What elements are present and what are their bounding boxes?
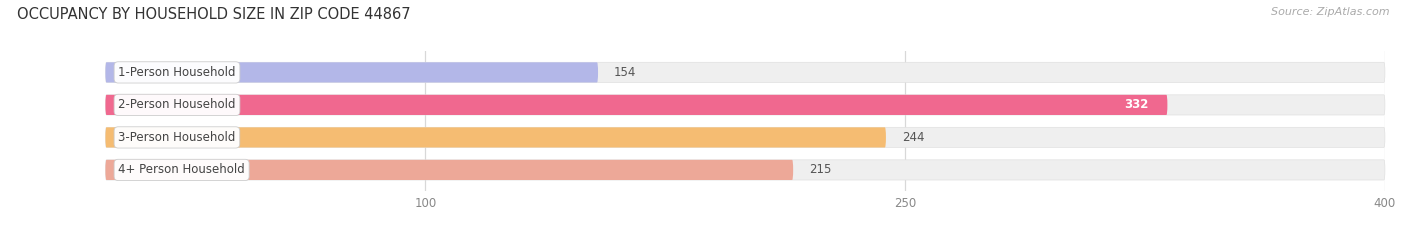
FancyBboxPatch shape	[105, 95, 1167, 115]
Text: 332: 332	[1123, 98, 1149, 111]
Text: Source: ZipAtlas.com: Source: ZipAtlas.com	[1271, 7, 1389, 17]
FancyBboxPatch shape	[105, 95, 1385, 115]
Text: 3-Person Household: 3-Person Household	[118, 131, 236, 144]
Text: 244: 244	[901, 131, 924, 144]
Text: 4+ Person Household: 4+ Person Household	[118, 163, 245, 176]
Text: 1-Person Household: 1-Person Household	[118, 66, 236, 79]
Text: 154: 154	[614, 66, 637, 79]
Text: OCCUPANCY BY HOUSEHOLD SIZE IN ZIP CODE 44867: OCCUPANCY BY HOUSEHOLD SIZE IN ZIP CODE …	[17, 7, 411, 22]
FancyBboxPatch shape	[105, 62, 598, 82]
FancyBboxPatch shape	[105, 160, 1385, 180]
FancyBboxPatch shape	[105, 62, 1385, 82]
Text: 2-Person Household: 2-Person Household	[118, 98, 236, 111]
FancyBboxPatch shape	[105, 127, 1385, 147]
Text: 215: 215	[810, 163, 831, 176]
FancyBboxPatch shape	[105, 160, 793, 180]
FancyBboxPatch shape	[105, 127, 886, 147]
